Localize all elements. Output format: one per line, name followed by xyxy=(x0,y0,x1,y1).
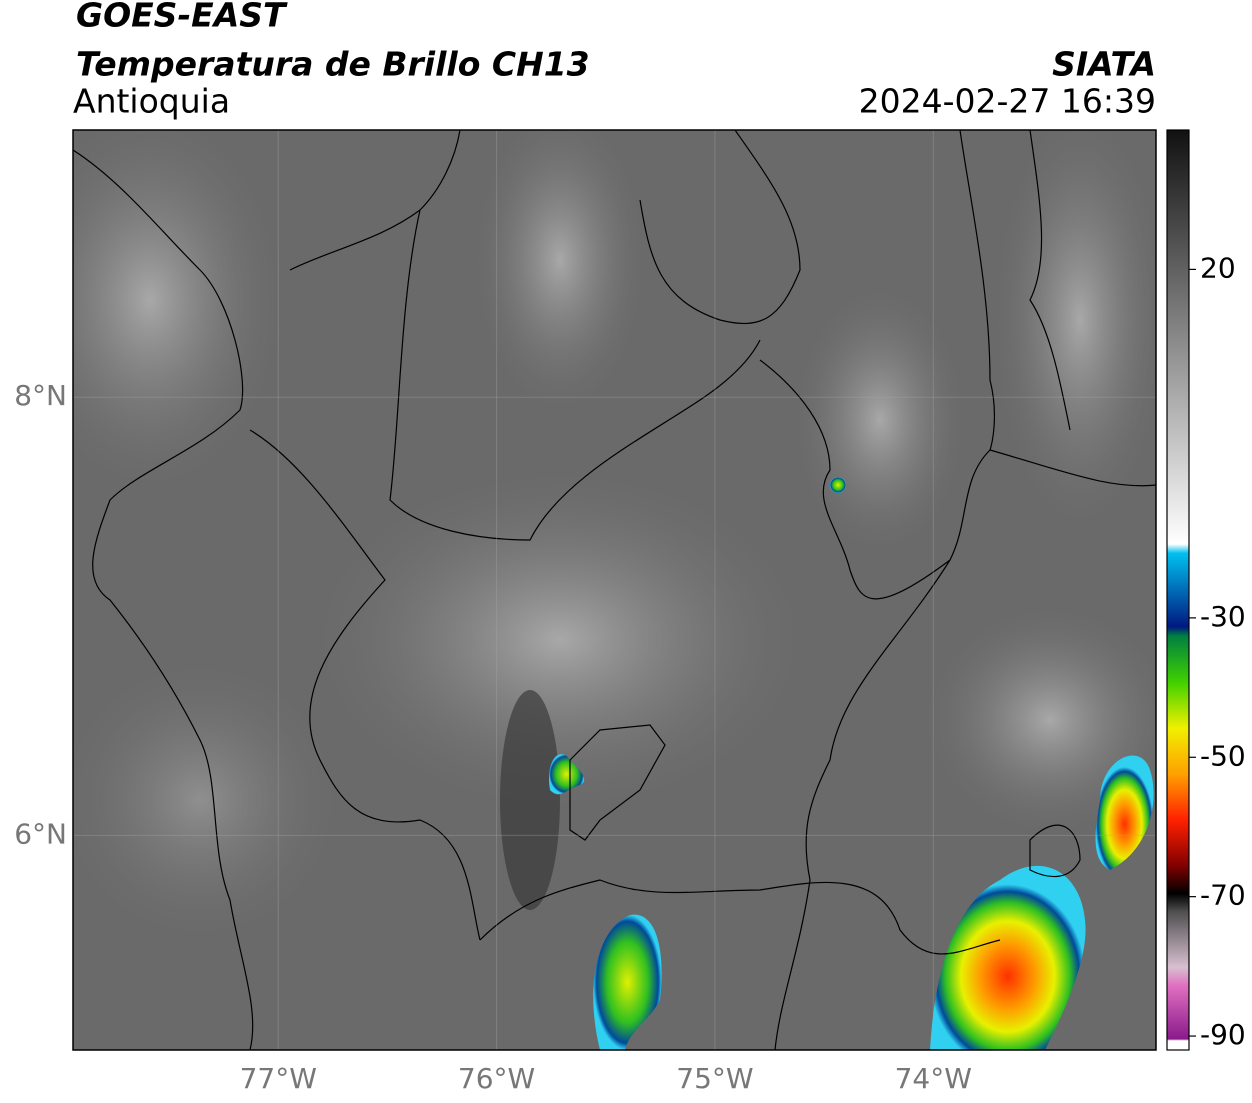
y-tick-label: 8°N xyxy=(14,379,67,412)
colorbar-tick-label: -70 xyxy=(1200,879,1246,912)
x-tick-label: 74°W xyxy=(895,1062,972,1095)
grid xyxy=(73,130,1156,1050)
y-tick-label: 6°N xyxy=(14,817,67,850)
map-image xyxy=(73,130,1156,1050)
colorbar-tick-label: -90 xyxy=(1200,1018,1246,1051)
subtitle: Temperatura de Brillo CH13 xyxy=(76,45,590,84)
source: SIATA xyxy=(1052,45,1156,84)
x-tick-label: 77°W xyxy=(240,1062,317,1095)
region: Antioquia xyxy=(73,82,230,121)
datetime: 2024-02-27 16:39 xyxy=(859,82,1156,121)
colorbar-tick-label: -50 xyxy=(1200,739,1246,772)
title: GOES-EAST xyxy=(76,0,288,35)
x-tick-label: 76°W xyxy=(458,1062,535,1095)
colorbar-tick-label: 20 xyxy=(1200,251,1236,284)
x-tick-label: 75°W xyxy=(676,1062,753,1095)
colorbar-tick-label: -30 xyxy=(1200,600,1246,633)
colorbar xyxy=(1166,129,1190,1051)
map-frame xyxy=(72,129,1157,1051)
